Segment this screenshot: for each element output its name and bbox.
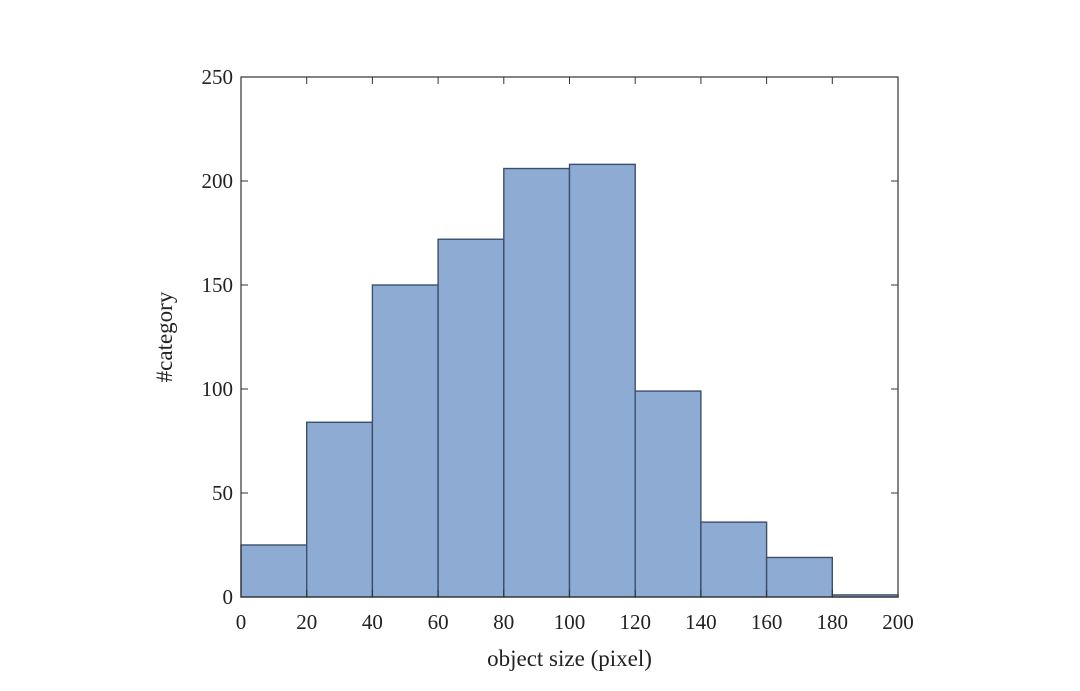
x-tick-label: 120 bbox=[619, 610, 651, 634]
x-tick-label: 160 bbox=[751, 610, 783, 634]
histogram-bar bbox=[306, 421, 374, 598]
histogram-bar bbox=[568, 163, 636, 598]
histogram-bar bbox=[503, 167, 571, 598]
x-tick-label: 100 bbox=[554, 610, 586, 634]
y-tick-label: 250 bbox=[202, 65, 234, 89]
x-tick-label: 200 bbox=[882, 610, 914, 634]
ticks-group bbox=[240, 76, 899, 598]
x-tick-label: 40 bbox=[362, 610, 383, 634]
y-tick-label: 50 bbox=[212, 481, 233, 505]
x-tick-label: 140 bbox=[685, 610, 717, 634]
y-tick-label: 100 bbox=[202, 377, 234, 401]
y-axis-title: #category bbox=[152, 291, 177, 382]
x-tick-label: 0 bbox=[236, 610, 247, 634]
y-tick-label: 150 bbox=[202, 273, 234, 297]
histogram-bar bbox=[765, 556, 833, 598]
bars-group bbox=[240, 163, 899, 598]
x-tick-labels: 0 20 40 60 80 100 120 140 160 180 200 bbox=[236, 610, 914, 634]
histogram-bar bbox=[437, 238, 505, 598]
y-tick-label: 0 bbox=[223, 585, 234, 609]
x-tick-label: 80 bbox=[493, 610, 514, 634]
x-tick-label: 180 bbox=[817, 610, 849, 634]
x-tick-label: 60 bbox=[428, 610, 449, 634]
histogram-bar bbox=[700, 521, 768, 598]
x-tick-label: 20 bbox=[296, 610, 317, 634]
histogram-bar bbox=[240, 544, 308, 598]
histogram-bar bbox=[371, 284, 439, 598]
x-axis-title: object size (pixel) bbox=[487, 646, 652, 671]
histogram-bar bbox=[634, 390, 702, 598]
y-tick-label: 200 bbox=[202, 169, 234, 193]
y-tick-labels: 0 50 100 150 200 250 bbox=[202, 65, 234, 609]
